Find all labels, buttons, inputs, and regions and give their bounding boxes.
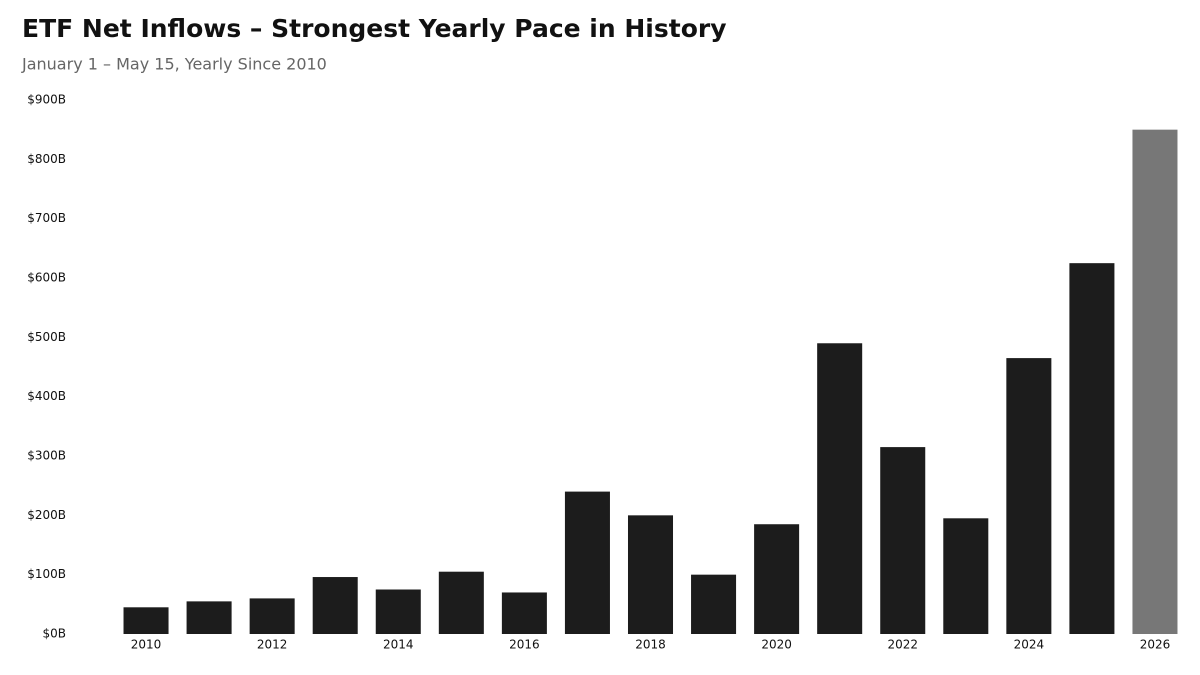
- x-tick-label: 2014: [383, 638, 414, 652]
- bar: [438, 571, 484, 634]
- y-tick-label: $0B: [42, 627, 66, 641]
- y-tick-label: $600B: [27, 271, 66, 285]
- bar: [123, 607, 169, 634]
- y-tick-label: $700B: [27, 211, 66, 225]
- bar: [817, 343, 863, 634]
- bar: [1006, 358, 1052, 634]
- bar: [312, 577, 358, 634]
- y-tick-label: $300B: [27, 449, 66, 463]
- bar: [627, 515, 674, 634]
- bar: [501, 592, 547, 634]
- y-tick-label: $900B: [27, 93, 66, 107]
- bar: [691, 574, 737, 634]
- x-tick-label: 2012: [257, 638, 288, 652]
- y-tick-label: $200B: [27, 508, 66, 522]
- x-tick-label: 2022: [887, 638, 918, 652]
- bar: [1132, 129, 1178, 634]
- x-tick-label: 2016: [509, 638, 540, 652]
- bar: [754, 524, 800, 634]
- chart-subtitle: January 1 – May 15, Yearly Since 2010: [21, 55, 327, 74]
- bar: [880, 447, 926, 634]
- x-tick-label: 2026: [1140, 638, 1171, 652]
- y-tick-label: $100B: [27, 567, 66, 581]
- y-tick-label: $800B: [27, 152, 66, 166]
- bar: [186, 601, 232, 634]
- bar: [375, 589, 421, 634]
- x-tick-label: 2024: [1014, 638, 1045, 652]
- bar: [943, 518, 989, 634]
- chart-title: ETF Net Inflows – Strongest Yearly Pace …: [22, 14, 727, 43]
- y-tick-label: $500B: [27, 330, 66, 344]
- y-tick-label: $400B: [27, 389, 66, 403]
- bar: [249, 598, 295, 634]
- bar: [1069, 263, 1115, 634]
- bar: [564, 491, 610, 634]
- x-tick-label: 2010: [131, 638, 162, 652]
- x-tick-label: 2018: [635, 638, 666, 652]
- x-tick-label: 2020: [761, 638, 792, 652]
